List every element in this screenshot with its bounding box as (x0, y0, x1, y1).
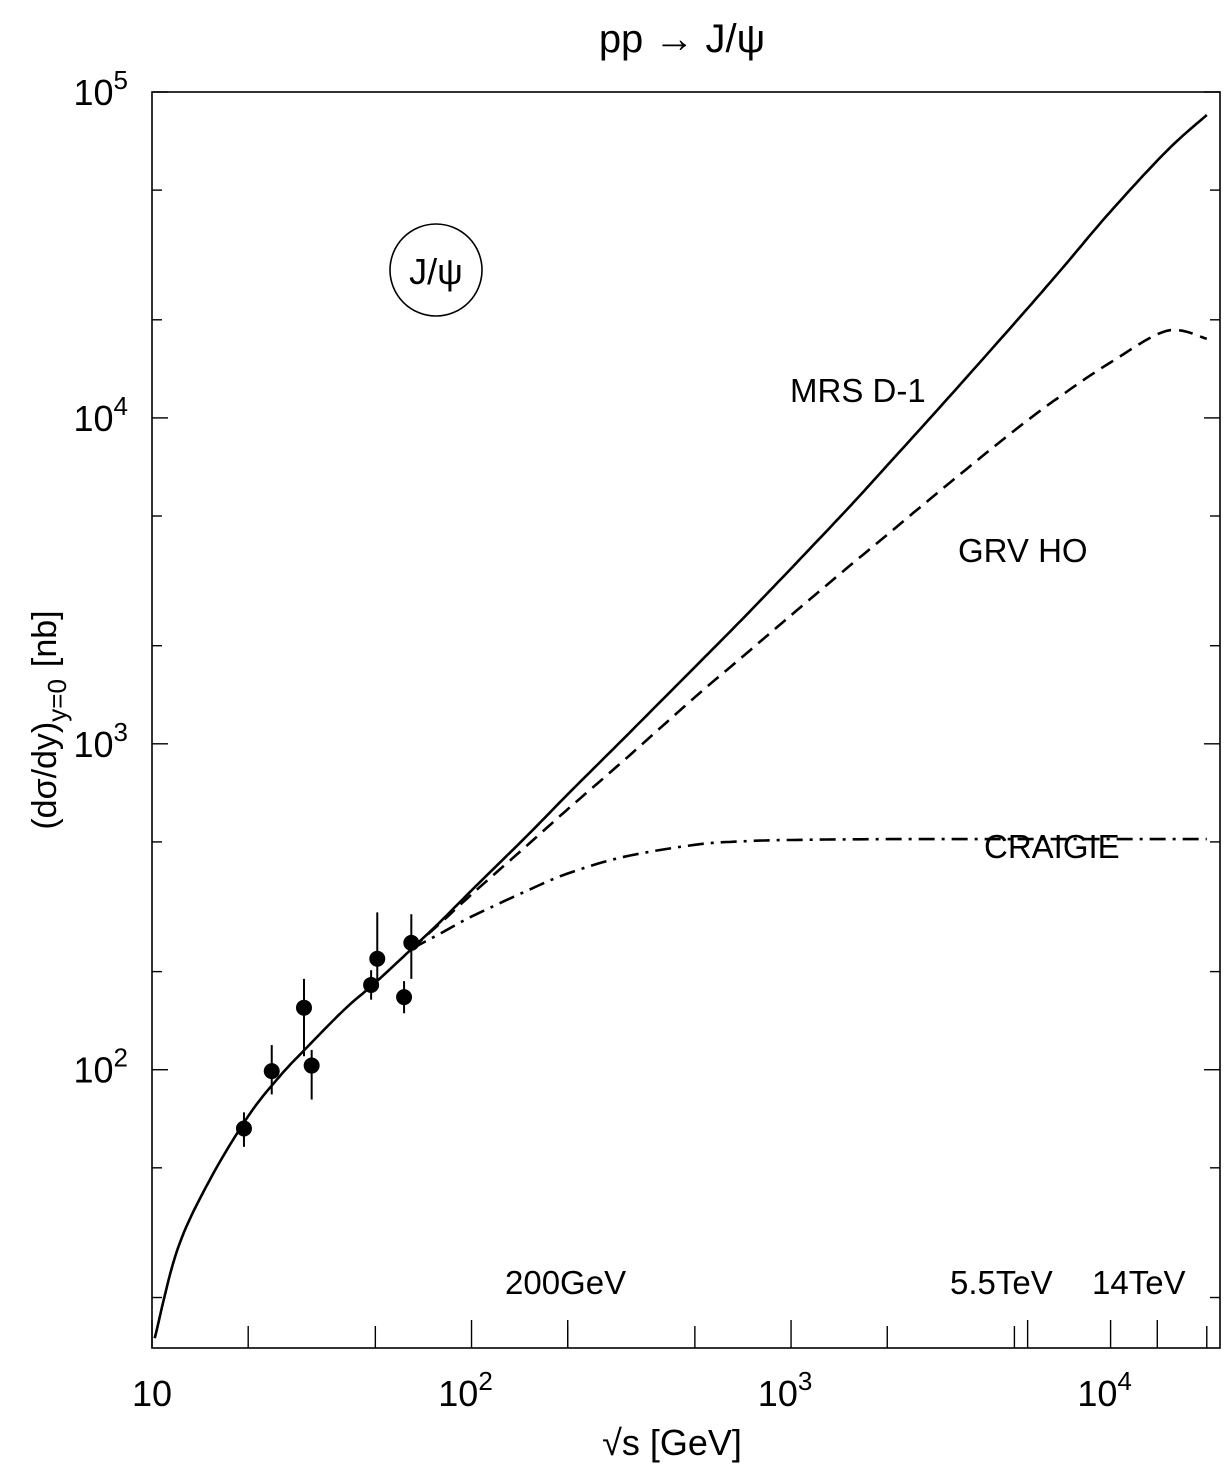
curves (153, 114, 1208, 1339)
energy-mark-200gev: 200GeV (505, 1264, 626, 1301)
jpsi-badge: J/ψ (389, 223, 483, 317)
data-point (403, 934, 420, 951)
chart-title: pp → J/ψ (599, 17, 765, 61)
curve-mrs-d-1 (153, 114, 1208, 1339)
curve-label-grv: GRV HO (958, 532, 1088, 569)
curve-label-craigie: CRAIGIE (984, 828, 1120, 865)
data-point (263, 1063, 280, 1080)
data-point (396, 989, 413, 1006)
y-tick-label: 103 (73, 717, 128, 765)
x-tick-label: 102 (438, 1366, 493, 1414)
y-tick-label: 105 (73, 65, 128, 113)
x-tick-label: 104 (1077, 1366, 1132, 1414)
y-axis-label-main: (dσ/dy) (26, 722, 64, 830)
y-tick-label: 102 (73, 1043, 128, 1091)
y-axis-label: (dσ/dy)y=0 [nb] (26, 610, 72, 829)
curve-craigie (411, 837, 1207, 950)
data-point (295, 999, 312, 1016)
data-point (369, 950, 386, 967)
data-point (363, 976, 380, 993)
data-point (235, 1120, 252, 1137)
energy-mark-14tev: 14TeV (1092, 1264, 1186, 1301)
y-axis-label-sub: y=0 (42, 679, 72, 722)
data-points (235, 912, 420, 1147)
x-tick-label: 103 (758, 1366, 813, 1414)
plot-frame (151, 91, 1221, 1349)
x-tick-labels: 10 102 103 104 (132, 1366, 1132, 1414)
energy-mark-5-5tev: 5.5TeV (950, 1264, 1053, 1301)
y-tick-label: 104 (73, 391, 128, 439)
x-tick-label: 10 (132, 1373, 172, 1414)
x-axis-label: √s [GeV] (602, 1422, 742, 1463)
curve-label-mrs: MRS D-1 (790, 372, 926, 409)
data-point (303, 1057, 320, 1074)
badge-text: J/ψ (409, 251, 463, 292)
y-axis-label-unit: [nb] (26, 610, 64, 667)
badge-circle (389, 223, 483, 317)
y-tick-labels: 102 103 104 105 (73, 65, 128, 1091)
tick-marks (151, 91, 1220, 1348)
